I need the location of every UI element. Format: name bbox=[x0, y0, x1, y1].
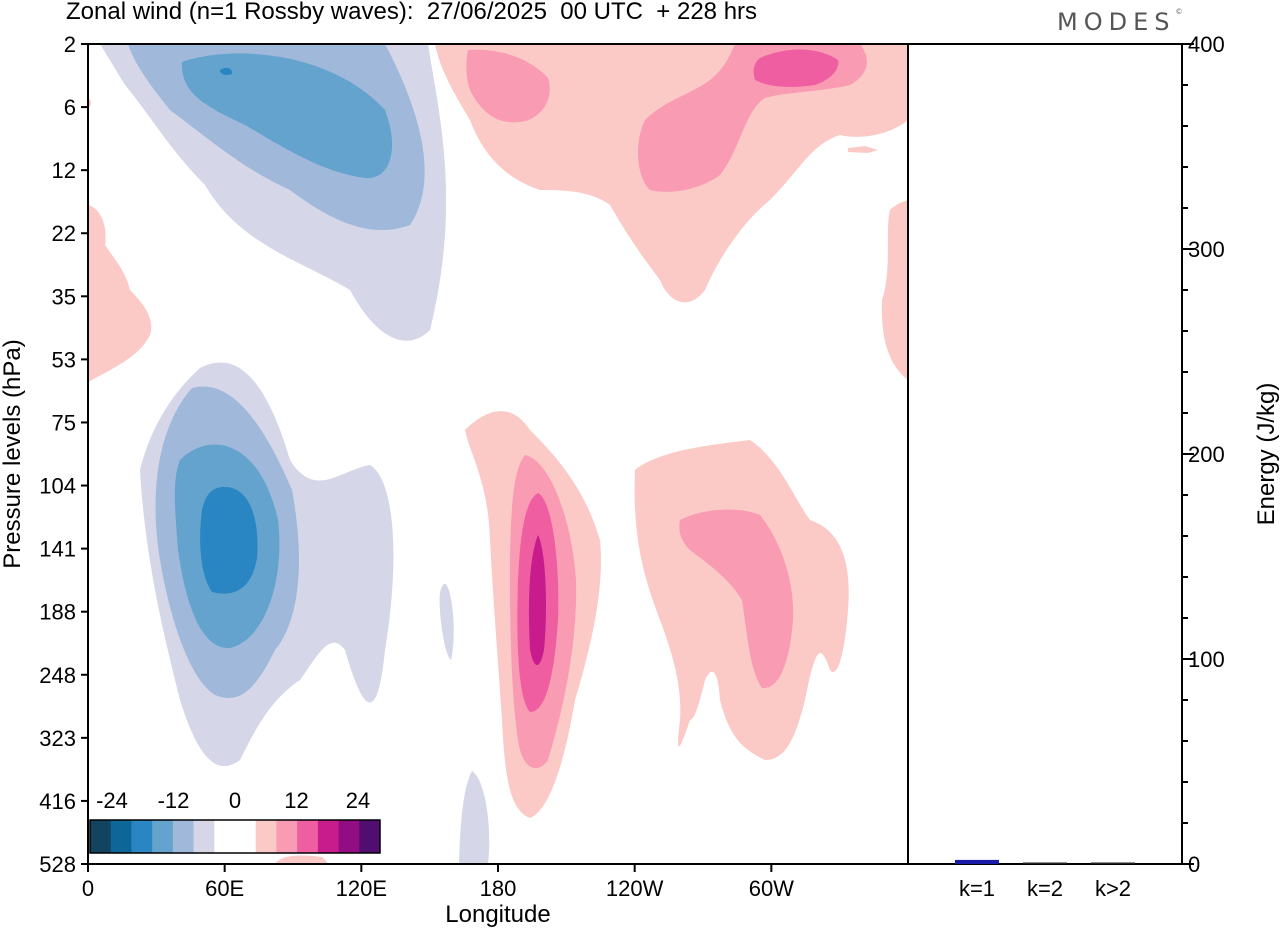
upper-blue-lobe-level-4 bbox=[220, 67, 233, 75]
colorbar-swatch bbox=[90, 820, 112, 853]
x-tick-label: 120W bbox=[606, 876, 664, 901]
energy-tick-label: 100 bbox=[1188, 647, 1225, 672]
y-tick-label: 75 bbox=[52, 410, 76, 435]
x-axis-title: Longitude bbox=[445, 901, 550, 928]
energy-category-label: k=2 bbox=[1027, 876, 1063, 901]
energy-axis-title: Energy (J/kg) bbox=[1253, 383, 1280, 526]
upper-pink-lobe-level-3 bbox=[753, 49, 839, 87]
y-tick-label: 35 bbox=[52, 284, 76, 309]
y-tick-label: 53 bbox=[52, 347, 76, 372]
colorbar-border bbox=[89, 819, 381, 854]
y-tick-label: 528 bbox=[39, 852, 76, 877]
colorbar-tick-label: -12 bbox=[158, 788, 190, 813]
colorbar-swatch bbox=[297, 820, 319, 853]
colorbar-tick-label: 12 bbox=[284, 788, 308, 813]
eastern-pink-lobe-level-2 bbox=[679, 509, 794, 689]
small-blue-feature-2 bbox=[459, 771, 490, 864]
modes-logo: MODES© bbox=[1057, 8, 1182, 36]
colorbar-swatch bbox=[338, 820, 360, 853]
lower-blue-lobe-level-4 bbox=[200, 486, 258, 594]
energy-bar bbox=[955, 859, 999, 864]
colorbar-swatch bbox=[152, 820, 174, 853]
chart-title: Zonal wind (n=1 Rossby waves): 27/06/202… bbox=[66, 0, 758, 25]
energy-category-label: k=1 bbox=[959, 876, 995, 901]
colorbar-swatch bbox=[235, 820, 257, 853]
x-tick-label: 120E bbox=[336, 876, 387, 901]
colorbar-swatch bbox=[131, 820, 153, 853]
colorbar-swatch bbox=[193, 820, 215, 853]
contour-field bbox=[88, 44, 908, 864]
x-tick-label: 60W bbox=[749, 876, 794, 901]
energy-tick-label: 200 bbox=[1188, 442, 1225, 467]
colorbar-tick-label: 0 bbox=[229, 788, 241, 813]
colorbar-swatch bbox=[172, 820, 195, 853]
y-axis-pressure: 2 6 12 22 35 53 75 104 141 188 248 323 416 528 bbox=[39, 32, 88, 877]
energy-tick-label: 300 bbox=[1188, 237, 1225, 262]
colorbar-swatch bbox=[317, 820, 340, 853]
colorbar-swatch bbox=[359, 820, 381, 853]
upper-pink-tiny-patch bbox=[848, 146, 878, 153]
energy-bar bbox=[1091, 862, 1135, 864]
x-tick-label: 0 bbox=[82, 876, 94, 901]
y-tick-label: 6 bbox=[64, 95, 76, 120]
y-tick-label: 2 bbox=[64, 32, 76, 57]
colorbar-swatch bbox=[255, 820, 277, 853]
bottom-pink-patch bbox=[275, 855, 328, 864]
colorbar-swatch bbox=[276, 820, 298, 853]
y-tick-label: 12 bbox=[52, 158, 76, 183]
energy-bars: k=1 k=2 k>2 bbox=[955, 859, 1135, 901]
y-tick-label: 416 bbox=[39, 789, 76, 814]
x-tick-label: 180 bbox=[480, 876, 517, 901]
y-tick-label: 104 bbox=[39, 474, 76, 499]
colorbar-tick-labels: -24 -12 0 12 24 bbox=[96, 788, 370, 813]
y-tick-label: 188 bbox=[39, 600, 76, 625]
energy-bar bbox=[1023, 862, 1067, 864]
y-tick-label: 22 bbox=[52, 221, 76, 246]
brand-text: MODES bbox=[1057, 8, 1176, 36]
colorbar-tick-label: -24 bbox=[96, 788, 128, 813]
x-axis-longitude: 0 60E 120E 180 120W 60W bbox=[82, 864, 794, 901]
y-tick-label: 248 bbox=[39, 663, 76, 688]
energy-tick-label: 0 bbox=[1188, 852, 1200, 877]
y-tick-label: 141 bbox=[39, 537, 76, 562]
small-blue-feature-1 bbox=[439, 583, 454, 660]
y-axis-energy: 0 100 200 300 400 bbox=[1182, 32, 1225, 877]
colorbar-swatch bbox=[110, 820, 132, 853]
x-tick-label: 60E bbox=[205, 876, 244, 901]
colorbar bbox=[88, 780, 382, 855]
energy-category-label: k>2 bbox=[1095, 876, 1131, 901]
energy-panel-frame bbox=[907, 43, 1183, 865]
energy-tick-label: 400 bbox=[1188, 32, 1225, 57]
upper-pink-lobe-level-2-west bbox=[466, 49, 550, 123]
eastern-pink-lobe-level-1 bbox=[634, 440, 849, 760]
colorbar-swatch bbox=[214, 820, 236, 853]
upper-pink-far-right-patch bbox=[881, 200, 908, 380]
colorbar-tick-label: 24 bbox=[346, 788, 370, 813]
upper-blue-lobe-level-3 bbox=[181, 53, 393, 179]
central-pink-jet-level-4 bbox=[528, 535, 546, 665]
brand-mark: © bbox=[1175, 8, 1183, 16]
y-axis-title: Pressure levels (hPa) bbox=[0, 339, 26, 568]
y-tick-label: 323 bbox=[39, 726, 76, 751]
left-edge-pink-patch bbox=[88, 205, 152, 382]
